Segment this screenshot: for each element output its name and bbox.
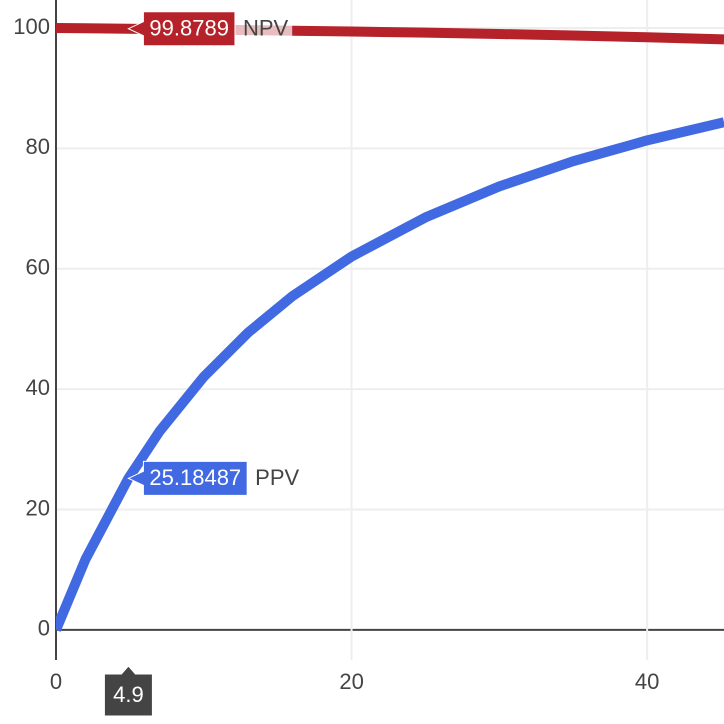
hover-label: 25.18487 PPV (127, 460, 304, 496)
y-tick-label: 100 (13, 14, 50, 39)
hover-label: 99.8789 NPV (127, 11, 293, 47)
legend-bg (247, 465, 304, 492)
hover-box (127, 11, 236, 47)
y-tick-label: 20 (26, 495, 50, 520)
hover-value: 99.8789 (149, 16, 229, 41)
x-tick-label: 0 (50, 669, 62, 694)
x-hover-label: 4.9 (103, 665, 153, 717)
line (56, 117, 724, 632)
x-tick-label: 40 (635, 669, 659, 694)
x-hover-box (103, 665, 153, 717)
hover-value: 25.18487 (149, 465, 241, 490)
x-tick-label: 20 (339, 669, 363, 694)
hover-name: PPV (255, 465, 299, 490)
y-tick-label: 60 (26, 255, 50, 280)
y-tick-label: 80 (26, 134, 50, 159)
y-tick-label: 0 (38, 616, 50, 641)
hover-name: NPV (243, 16, 289, 41)
legend-bg (234, 15, 293, 42)
x-hover-value: 4.9 (113, 682, 144, 707)
plot-area (56, 22, 724, 632)
y-tick-label: 40 (26, 375, 50, 400)
